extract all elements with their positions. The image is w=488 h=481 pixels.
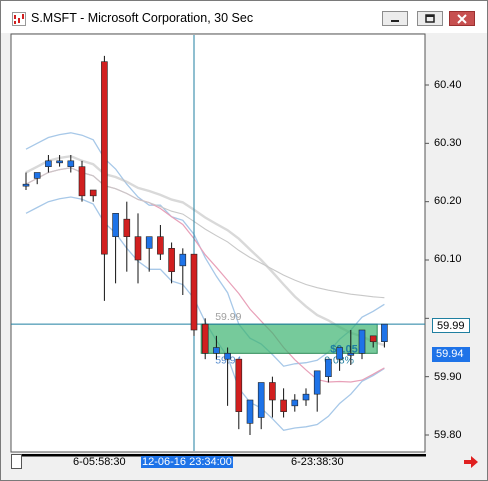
time-axis-track: [22, 454, 426, 457]
candle-up: [45, 160, 52, 167]
price-tick-label: 60.10: [434, 253, 462, 265]
candle-up: [313, 370, 321, 395]
candle-up: [179, 253, 187, 267]
price-tick-label: 60.30: [434, 137, 462, 149]
restore-icon: [425, 14, 435, 23]
measure-rectangle: [200, 323, 378, 354]
window-title: S.MSFT - Microsoft Corporation, 30 Sec: [31, 11, 254, 25]
candle-down: [123, 218, 131, 237]
candle-up: [347, 353, 355, 356]
plot-frame: [10, 33, 426, 453]
price-tick-label: 60.20: [434, 195, 462, 207]
candle-down: [369, 335, 377, 342]
moving-average-line: [25, 154, 385, 347]
price-tick-label: 60.40: [434, 79, 462, 91]
close-icon: [457, 14, 467, 24]
candle-down: [101, 61, 108, 255]
candle-down: [134, 236, 142, 261]
candle-up: [22, 183, 30, 187]
candle-down: [235, 358, 243, 412]
close-button[interactable]: [449, 11, 475, 26]
measure-end-price: 59.94: [215, 354, 241, 366]
candle-up: [33, 172, 41, 179]
price-tick-label: 59.90: [434, 371, 462, 383]
measure-start-price: 59.99: [215, 311, 241, 323]
last-price-flag: 59.99: [432, 318, 470, 333]
cursor-price-flag: 59.94: [432, 347, 470, 362]
upper-band-line: [25, 132, 385, 367]
candle-up: [112, 213, 119, 237]
candle-up: [257, 382, 265, 418]
candle-up: [67, 160, 75, 167]
candle-down: [269, 382, 276, 401]
candle-up: [336, 347, 343, 360]
candle-up: [213, 347, 220, 354]
candle-up: [358, 329, 366, 354]
candle-up: [291, 399, 299, 407]
candle-up: [145, 236, 153, 249]
moving-average-line: [25, 167, 385, 299]
candle-down: [168, 248, 175, 272]
time-scroll-handle[interactable]: [11, 454, 22, 469]
price-tick-label: 59.80: [434, 429, 462, 441]
minimize-icon: [391, 20, 399, 22]
restore-button[interactable]: [417, 11, 443, 26]
candle-up: [56, 160, 63, 164]
candle-down: [201, 323, 209, 354]
candle-up: [381, 323, 388, 342]
candle-up: [325, 358, 332, 377]
time-axis-label-selected: 12-06-16 23:34:00: [141, 456, 233, 468]
candle-down: [280, 399, 287, 412]
title-bar[interactable]: S.MSFT - Microsoft Corporation, 30 Sec: [1, 1, 487, 33]
candle-up: [224, 353, 231, 360]
time-axis-label: 6-23:38:30: [291, 456, 344, 468]
candle-down: [89, 189, 97, 197]
candle-up: [302, 393, 310, 401]
red-right-arrow-icon[interactable]: [463, 455, 479, 469]
chart-app-icon: [12, 12, 26, 26]
minimize-button[interactable]: [382, 11, 408, 26]
chart-area[interactable]: 59.99 59.94 $0.05 0.08% 60.40 60.30 60.20 6…: [8, 33, 485, 476]
candle-down: [157, 236, 164, 255]
candle-down: [78, 166, 86, 197]
candle-up: [246, 399, 254, 424]
time-axis-label: 6-05:58:30: [73, 456, 126, 468]
candle-down: [190, 253, 198, 331]
